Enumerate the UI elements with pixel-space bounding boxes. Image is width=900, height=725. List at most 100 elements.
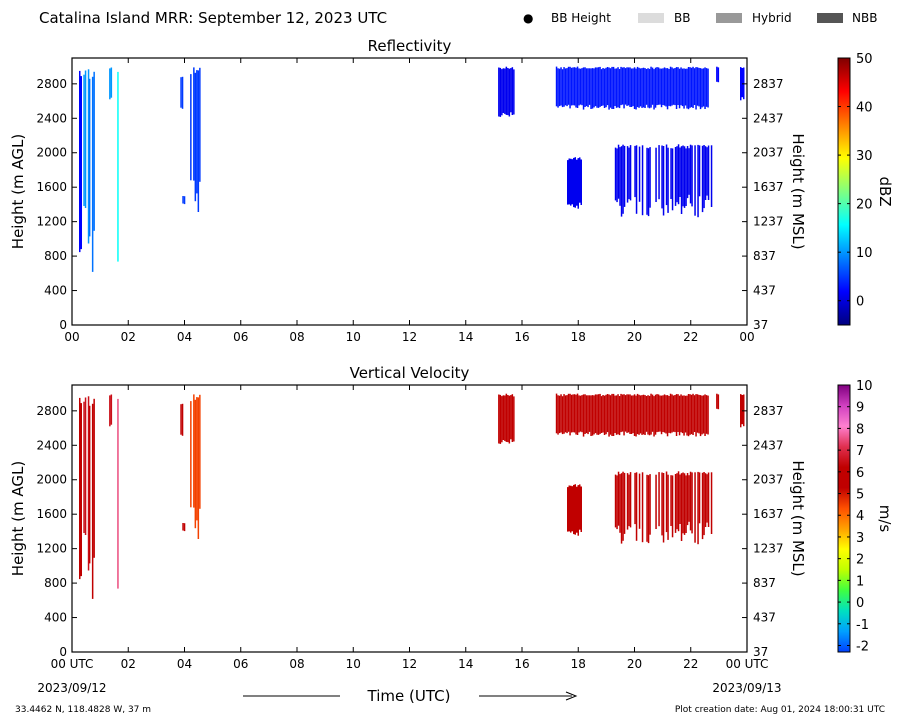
refl-x-tick-label: 14 <box>458 330 473 344</box>
refl-echo-strip <box>683 146 686 208</box>
refl-echo-strip <box>649 147 651 208</box>
refl-echo-strip <box>626 146 629 203</box>
refl-echo-strip <box>609 68 612 108</box>
vel-echo-strip <box>574 484 576 535</box>
refl-echo-strip <box>644 68 646 108</box>
vel-colorbar-tick-label: 9 <box>856 401 864 416</box>
vel-echo-strip <box>579 395 582 432</box>
refl-echo-strip <box>579 157 581 203</box>
refl-echo-strip <box>606 67 609 106</box>
refl-echo-strip <box>196 70 198 194</box>
vel-echo-strip <box>571 486 573 532</box>
refl-echo-strip <box>628 147 630 200</box>
refl-echo-strip <box>669 66 672 107</box>
refl-x-tick-label: 06 <box>233 330 248 344</box>
vel-echo-strip <box>741 395 743 425</box>
refl-y-axis-label: Height (m AGL) <box>9 134 27 249</box>
vel-y-axis-label: Height (m AGL) <box>9 461 27 576</box>
vel-echo-strip <box>648 395 651 436</box>
refl-echo-strip <box>710 145 713 207</box>
refl-echo-strip <box>638 67 640 108</box>
vel-echo-strip <box>681 395 684 434</box>
vel-echo-strip <box>197 397 200 539</box>
refl-echo-strip <box>557 68 559 108</box>
vel-echo-strip <box>180 404 182 435</box>
vel-echo-strip <box>624 395 627 432</box>
refl-echo-strip <box>705 68 708 107</box>
vel-echo-strip <box>79 397 81 580</box>
vel-echo-strip <box>690 394 693 435</box>
refl-echo-strip <box>88 78 91 237</box>
refl-echo-strip <box>194 72 197 202</box>
vel-echo-strip <box>590 395 592 436</box>
refl-echo-strip <box>561 69 564 108</box>
vel-echo-strip <box>688 475 690 522</box>
refl-echo-strip <box>573 157 575 208</box>
vel-echo-strip <box>678 395 681 436</box>
refl-echo-strip <box>686 68 688 109</box>
refl-colorbar-tick-label: 10 <box>856 246 873 261</box>
refl-echo-strip <box>84 70 87 208</box>
vel-colorbar-label: m/s <box>876 505 894 533</box>
vel-echo-strip <box>701 472 704 540</box>
vel-y-tick-label: 1600 <box>36 507 67 521</box>
refl-echo-strip <box>689 144 692 204</box>
vel-y2-tick-label: 437 <box>753 611 776 625</box>
refl-echo-strip <box>564 68 567 106</box>
legend-hybrid-label: Hybrid <box>752 11 792 25</box>
refl-echo-strip <box>83 74 85 206</box>
vel-colorbar-tick-label: 4 <box>856 509 864 524</box>
vel-y2-axis-label: Height (m MSL) <box>789 460 807 576</box>
refl-echo-strip <box>668 69 670 106</box>
refl-echo-strip <box>647 68 649 108</box>
refl-echo-strip <box>620 66 622 106</box>
refl-echo-strip <box>703 145 705 209</box>
refl-echo-strip <box>698 145 701 197</box>
refl-echo-strip <box>501 69 503 116</box>
vel-echo-strip <box>622 471 624 541</box>
vel-echo-strip <box>557 395 559 435</box>
refl-echo-strip <box>698 67 700 107</box>
refl-echo-strip <box>79 70 81 253</box>
vel-y-tick-label: 2400 <box>36 438 67 452</box>
vel-echo-strip <box>591 395 594 436</box>
vel-x-tick-label: 00 UTC <box>726 657 769 671</box>
refl-echo-strip <box>622 144 624 214</box>
vel-echo-strip <box>654 394 657 435</box>
vel-echo-strip <box>572 394 574 433</box>
refl-echo-strip <box>615 68 618 108</box>
vel-y2-tick-label: 2437 <box>753 438 784 452</box>
vel-echo-strip <box>623 394 625 436</box>
vel-echo-strip <box>199 394 201 509</box>
vel-echo-strip <box>707 395 709 435</box>
vel-echo-strip <box>183 523 186 532</box>
refl-echo-strip <box>570 158 572 206</box>
vel-echo-strip <box>642 394 645 435</box>
vel-echo-strip <box>667 474 669 540</box>
vel-echo-strip <box>190 401 192 508</box>
refl-echo-strip <box>639 68 642 107</box>
refl-echo-strip <box>676 146 678 203</box>
vel-echo-strip <box>579 484 581 530</box>
vel-echo-strip <box>501 396 503 443</box>
vel-echo-strip <box>561 396 564 435</box>
refl-echo-strip <box>701 68 703 108</box>
refl-x-tick-label: 18 <box>571 330 586 344</box>
vel-x-tick-label: 02 <box>121 657 136 671</box>
vel-echo-strip <box>653 396 655 437</box>
vel-echo-strip <box>629 472 632 528</box>
refl-echo-strip <box>577 158 579 209</box>
refl-echo-strip <box>658 145 660 200</box>
vel-echo-strip <box>616 475 618 530</box>
vel-echo-strip <box>661 472 663 536</box>
refl-colorbar-tick-label: 0 <box>856 295 864 310</box>
refl-echo-strip <box>689 67 691 108</box>
vel-echo-strip <box>614 395 616 433</box>
refl-echo-strip <box>182 196 184 204</box>
refl-y2-axis-label: Height (m MSL) <box>789 133 807 249</box>
vel-echo-strip <box>558 395 561 434</box>
vel-echo-strip <box>567 393 570 432</box>
vel-echo-strip <box>110 394 113 425</box>
refl-echo-strip <box>680 146 683 214</box>
